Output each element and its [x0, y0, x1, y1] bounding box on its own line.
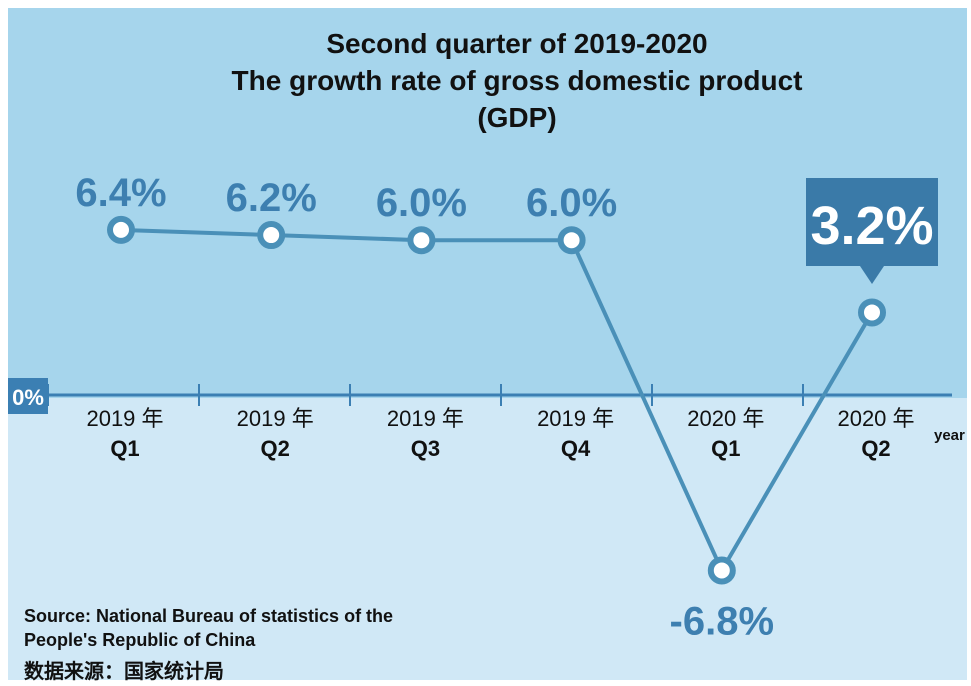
chart-title-line-1: Second quarter of 2019-2020 — [326, 28, 707, 59]
chart-title-line-2: The growth rate of gross domestic produc… — [232, 65, 803, 96]
source-line-1: Source: National Bureau of statistics of… — [24, 606, 393, 626]
data-point — [107, 215, 135, 244]
data-point — [407, 226, 436, 255]
data-value-label: -6.8% — [670, 599, 775, 643]
data-value-label: 6.4% — [75, 171, 166, 215]
x-tick-label-quarter: Q1 — [711, 436, 740, 461]
x-tick-label-year: 2019 年 — [537, 406, 614, 431]
x-tick-label-year: 2019 年 — [387, 406, 464, 431]
zero-label: 0% — [12, 385, 44, 410]
x-tick-label-quarter: Q3 — [411, 436, 440, 461]
data-value-label: 6.2% — [226, 176, 317, 220]
source-line-3: 数据来源：国家统计局 — [24, 659, 224, 683]
x-tick-label-year: 2019 年 — [86, 406, 163, 431]
highlight-callout-pointer — [860, 266, 884, 284]
x-tick-label-quarter: Q4 — [561, 436, 591, 461]
x-tick-label-quarter: Q2 — [861, 436, 890, 461]
source-line-2: People's Republic of China — [24, 630, 256, 650]
data-point — [557, 226, 586, 255]
lower-background — [8, 398, 967, 680]
data-point — [257, 221, 286, 250]
chart-title-line-3: (GDP) — [477, 102, 556, 133]
data-value-label: 6.0% — [526, 181, 617, 225]
data-point — [707, 556, 736, 585]
data-point — [858, 298, 886, 327]
zero-label-box — [8, 378, 48, 414]
x-tick-label-year: 2019 年 — [237, 406, 314, 431]
gdp-series-line — [120, 227, 874, 575]
x-tick-label-quarter: Q1 — [110, 436, 139, 461]
highlight-callout-box — [806, 178, 938, 266]
x-axis-title: year — [934, 427, 965, 444]
data-value-label: 6.0% — [376, 181, 467, 225]
highlight-value-label: 3.2% — [810, 196, 933, 256]
x-tick-label-year: 2020 年 — [687, 406, 764, 431]
x-tick-label-year: 2020 年 — [837, 406, 914, 431]
x-tick-label-quarter: Q2 — [261, 436, 290, 461]
